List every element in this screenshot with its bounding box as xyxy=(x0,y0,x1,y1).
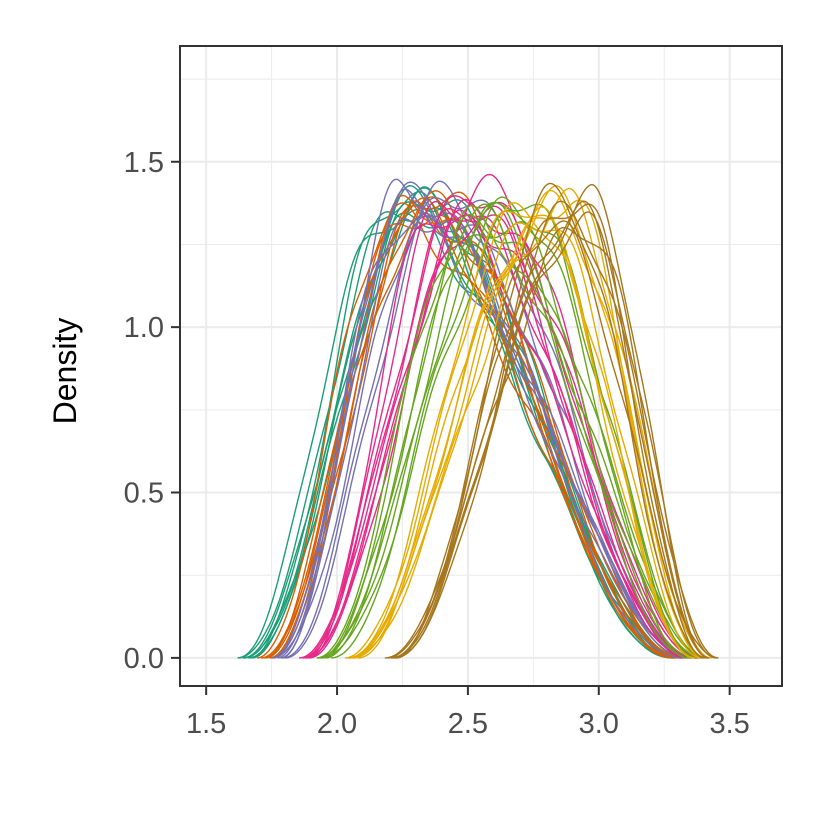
y-tick-label: 0.0 xyxy=(124,643,164,675)
density-curve xyxy=(396,220,719,659)
density-curve xyxy=(302,208,687,659)
plot-panel-border xyxy=(179,45,783,687)
y-axis-title: Density xyxy=(47,318,83,425)
density-curve xyxy=(263,214,676,659)
y-tick-label: 0.5 xyxy=(124,478,164,510)
x-tick-label: 2.0 xyxy=(317,708,357,740)
x-tick-label: 1.5 xyxy=(186,708,226,740)
density-curve xyxy=(352,185,707,659)
x-tick-label: 3.0 xyxy=(579,708,619,740)
density-curve xyxy=(316,204,691,659)
y-tick-label: 1.5 xyxy=(124,147,164,179)
density-curve xyxy=(387,203,704,659)
density-curve xyxy=(309,200,695,659)
density-curve xyxy=(394,211,716,659)
density-curve xyxy=(384,227,709,659)
density-curve xyxy=(261,200,684,659)
density-curve xyxy=(322,203,697,659)
x-tick-label: 2.5 xyxy=(448,708,488,740)
major-gridlines xyxy=(180,46,782,686)
density-curve xyxy=(390,183,709,659)
density-curve xyxy=(319,209,698,659)
axis-tick-labels: 1.5 2.0 2.5 3.0 3.5 0.0 0.5 1.0 1.5 xyxy=(124,147,750,740)
density-curve xyxy=(280,218,692,659)
density-curve xyxy=(344,202,695,659)
density-curves xyxy=(237,173,719,659)
y-tick-label: 1.0 xyxy=(124,312,164,344)
density-curve xyxy=(348,210,695,659)
density-curve xyxy=(317,201,705,659)
density-curve xyxy=(325,213,708,659)
x-tick-label: 3.5 xyxy=(709,708,749,740)
density-curve xyxy=(395,182,706,659)
density-curve xyxy=(281,178,697,659)
minor-gridlines xyxy=(180,46,782,686)
density-curve xyxy=(395,200,710,659)
axis-ticks xyxy=(171,160,731,695)
